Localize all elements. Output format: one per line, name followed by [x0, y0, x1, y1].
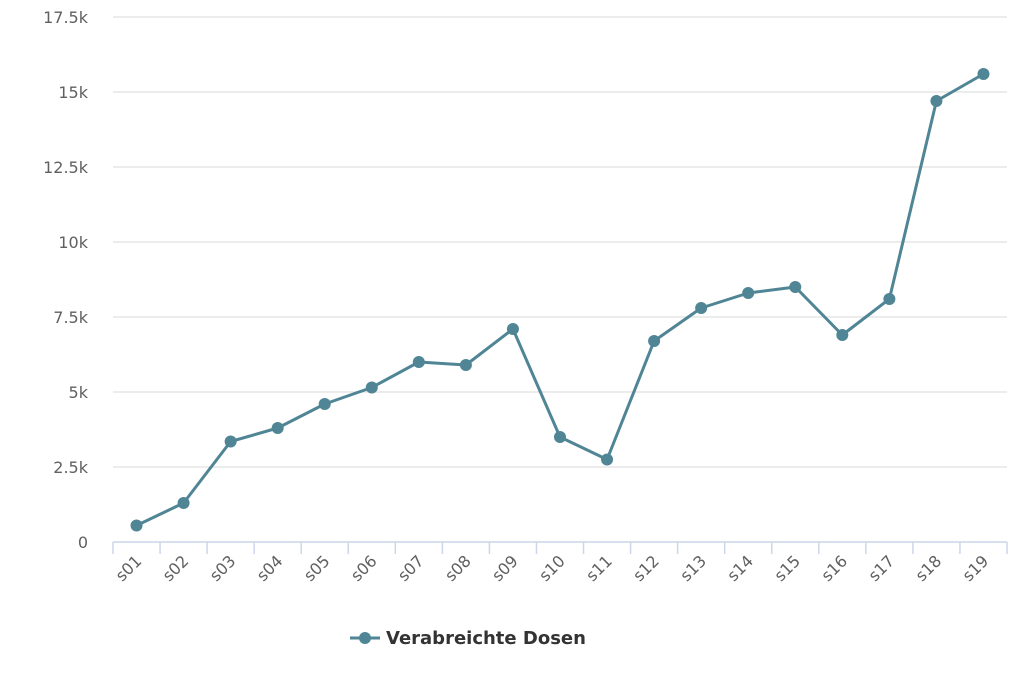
x-tick-label: s15 — [770, 551, 804, 585]
legend-marker-symbol — [359, 632, 371, 644]
x-tick-label: s14 — [723, 551, 757, 585]
x-tick-label: s02 — [159, 551, 193, 585]
data-point[interactable] — [506, 323, 519, 335]
data-point[interactable] — [365, 381, 378, 394]
legend[interactable]: Verabreichte Dosen — [350, 628, 586, 649]
series-line — [135, 72, 985, 527]
x-tick-label: s05 — [300, 551, 334, 585]
data-point[interactable] — [224, 435, 237, 448]
data-point[interactable] — [271, 422, 284, 434]
data-point[interactable] — [412, 356, 425, 368]
x-tick-label: s19 — [959, 551, 993, 585]
data-point[interactable] — [836, 329, 849, 341]
series-group — [130, 68, 990, 532]
x-tick-label: s08 — [441, 551, 475, 585]
x-tick-label: s13 — [676, 551, 710, 585]
y-axis-labels: 0 2.5k 5k 7.5k 10k 12.5k 15k 17.5k — [43, 8, 89, 552]
data-point[interactable] — [977, 68, 990, 80]
data-point[interactable] — [930, 95, 943, 107]
y-tick-label: 5k — [69, 383, 89, 402]
x-tick-label: s12 — [629, 551, 663, 585]
data-point[interactable] — [177, 497, 190, 509]
data-point[interactable] — [742, 287, 755, 299]
x-tick-label: s09 — [488, 551, 522, 585]
data-point[interactable] — [883, 293, 896, 305]
data-point[interactable] — [459, 359, 472, 371]
grid-lines — [113, 16, 1007, 468]
x-tick-label: s01 — [112, 551, 146, 585]
data-point[interactable] — [601, 453, 614, 466]
x-tick-label: s07 — [394, 551, 428, 585]
x-tick-label: s16 — [817, 551, 851, 585]
y-tick-label: 15k — [58, 83, 88, 102]
data-point[interactable] — [318, 398, 331, 410]
data-point[interactable] — [648, 335, 661, 347]
data-point[interactable] — [789, 281, 802, 293]
y-tick-label: 0 — [78, 533, 88, 552]
x-axis — [112, 541, 1008, 554]
data-point[interactable] — [695, 302, 708, 314]
y-tick-label: 2.5k — [53, 458, 88, 477]
y-tick-label: 17.5k — [43, 8, 89, 27]
y-tick-label: 12.5k — [43, 158, 89, 177]
x-tick-label: s03 — [206, 551, 240, 585]
legend-label: Verabreichte Dosen — [386, 628, 586, 649]
x-axis-labels: s01 s02 s03 s04 s05 s06 s07 s08 s09 s10 s11 s12 s13 s… — [112, 551, 993, 585]
x-tick-label: s04 — [253, 551, 287, 585]
x-tick-label: s10 — [535, 551, 569, 585]
y-tick-label: 7.5k — [53, 308, 88, 327]
y-tick-label: 10k — [58, 233, 88, 252]
x-tick-label: s17 — [864, 551, 898, 585]
x-tick-label: s11 — [582, 551, 616, 585]
data-point[interactable] — [554, 431, 566, 443]
data-point[interactable] — [130, 519, 143, 532]
x-tick-label: s06 — [347, 551, 381, 585]
x-tick-label: s18 — [912, 551, 946, 585]
